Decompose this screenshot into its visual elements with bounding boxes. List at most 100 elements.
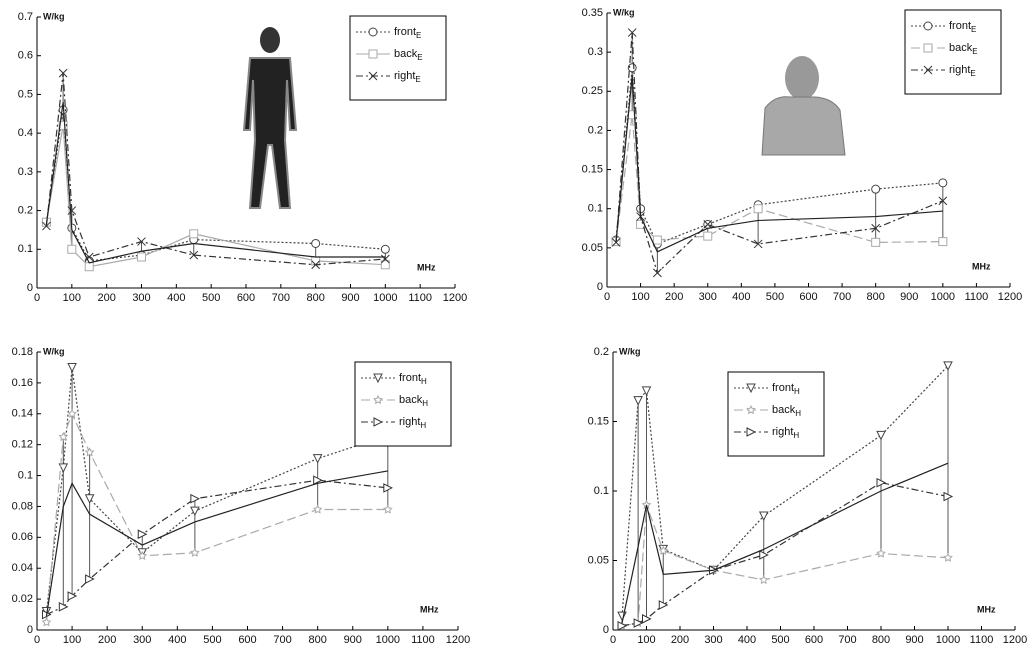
marker	[137, 237, 146, 246]
marker	[189, 250, 199, 260]
y-tick-label: 0.06	[12, 531, 33, 543]
marker	[703, 231, 713, 241]
x-tick-label: 0	[34, 292, 40, 304]
marker	[58, 68, 68, 78]
marker	[876, 430, 886, 441]
marker	[42, 221, 51, 231]
y-tick-label: 0.12	[12, 439, 33, 451]
legend-subscript: E	[971, 25, 976, 34]
marker	[137, 252, 146, 262]
marker	[58, 463, 69, 473]
x-tick-label: 100	[637, 634, 655, 646]
x-tick-label: 500	[202, 292, 220, 304]
legend-subscript: E	[416, 31, 421, 40]
marker	[633, 618, 644, 628]
y-tick-label: 0.3	[18, 166, 33, 178]
legend-name: right	[399, 416, 420, 428]
marker	[190, 506, 200, 517]
y-tick-label: 0.7	[18, 11, 33, 23]
legend-label: frontE	[949, 20, 976, 34]
marker	[923, 65, 933, 75]
x-tick-label: 100	[631, 291, 649, 303]
legend-name: front	[394, 26, 416, 38]
x-tick-label: 1100	[408, 292, 432, 304]
y-tick-label: 0.16	[12, 377, 33, 389]
marker	[753, 204, 763, 214]
series-line	[45, 102, 386, 264]
x-tick-label: 200	[665, 291, 683, 303]
x-tick-label: 800	[872, 634, 890, 646]
marker	[67, 591, 78, 601]
x-tick-label: 1100	[970, 634, 994, 646]
x-tick-label: 700	[833, 291, 851, 303]
x-tick-label: 400	[167, 292, 185, 304]
x-tick-label: 0	[34, 634, 40, 646]
series-line	[45, 367, 389, 612]
bust-figure	[761, 56, 846, 156]
legend-label: backE	[949, 42, 978, 56]
x-tick-label: 1200	[446, 634, 470, 646]
legend-box	[904, 9, 1002, 95]
marker	[311, 260, 321, 270]
marker	[758, 574, 769, 585]
x-tick-label: 400	[168, 634, 186, 646]
legend-name: right	[949, 64, 970, 76]
body-figure	[242, 27, 298, 209]
x-tick-label: 1200	[443, 292, 467, 304]
legend-name: right	[772, 426, 793, 438]
x-axis-label: MHz	[420, 604, 439, 614]
marker	[311, 256, 321, 266]
y-tick-label: 0.6	[18, 50, 33, 62]
legend-subscript: H	[793, 431, 799, 440]
x-tick-label: 300	[699, 291, 717, 303]
marker	[380, 260, 390, 270]
marker	[746, 404, 756, 415]
x-axis-label: MHz	[972, 261, 991, 271]
y-tick-label: 0.14	[12, 408, 33, 420]
x-tick-label: 1200	[1003, 634, 1027, 646]
x-tick-label: 300	[133, 634, 151, 646]
series-line	[621, 482, 949, 627]
x-tick-label: 600	[799, 291, 817, 303]
x-tick-label: 800	[866, 291, 884, 303]
marker	[373, 417, 384, 427]
x-tick-label: 900	[344, 634, 362, 646]
marker	[758, 511, 769, 522]
marker	[137, 529, 148, 540]
x-tick-label: 0	[610, 634, 616, 646]
legend-subscript: E	[417, 53, 422, 62]
x-tick-label: 600	[237, 292, 255, 304]
y-tick-label: 0.25	[582, 85, 603, 97]
marker	[67, 244, 77, 254]
x-tick-label: 1000	[373, 292, 397, 304]
marker	[759, 550, 769, 560]
marker	[311, 238, 321, 248]
x-tick-label: 400	[732, 291, 750, 303]
y-tick-label: 0.02	[12, 593, 33, 605]
marker	[923, 43, 933, 53]
subplot: 0 0.1 0.2 0.3 0.4 0.5 0.6 0.7 0 100 200 300 400 500 60…	[18, 11, 468, 304]
marker	[923, 21, 933, 31]
x-tick-label: 300	[132, 292, 150, 304]
x-tick-label: 200	[671, 634, 689, 646]
y-tick-label: 0.2	[588, 124, 603, 136]
marker	[373, 373, 383, 384]
series-line	[621, 504, 949, 627]
x-tick-label: 200	[97, 292, 115, 304]
legend-label: frontH	[399, 372, 427, 386]
marker	[876, 548, 886, 558]
y-tick-label: 0.18	[12, 346, 33, 358]
marker	[633, 396, 643, 406]
y-tick-label: 0.05	[582, 242, 603, 254]
y-tick-label: 0	[603, 624, 609, 636]
x-tick-label: 900	[900, 291, 918, 303]
marker	[84, 252, 94, 262]
legend-name: front	[772, 382, 794, 394]
marker	[368, 27, 378, 37]
marker	[871, 223, 881, 233]
x-tick-label: 1200	[998, 291, 1022, 303]
marker	[703, 220, 713, 229]
legend-box	[349, 15, 447, 101]
x-tick-label: 1000	[931, 291, 955, 303]
